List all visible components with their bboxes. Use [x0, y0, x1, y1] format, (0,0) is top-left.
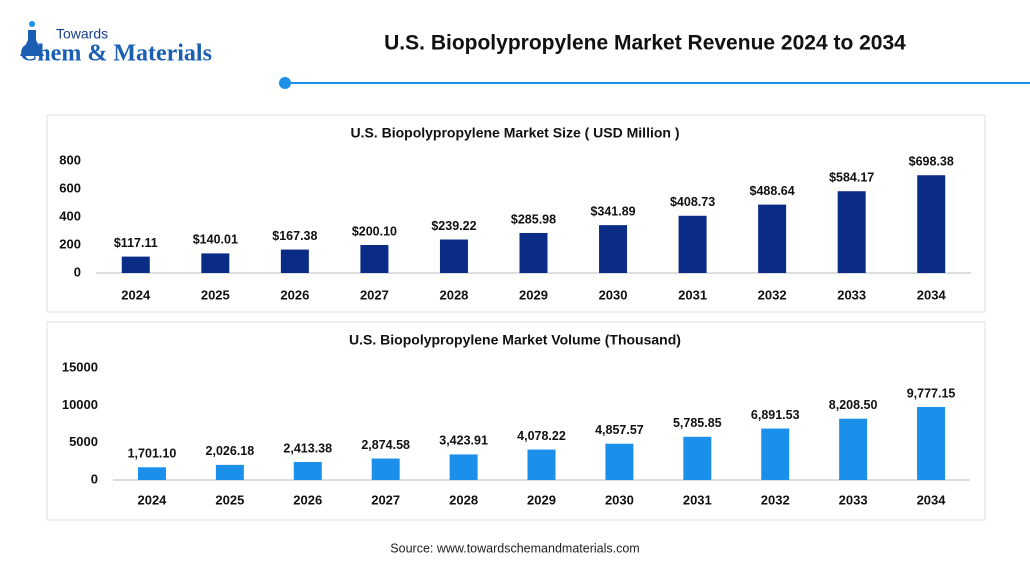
value-label: $698.38: [909, 155, 954, 169]
bar: [280, 249, 309, 273]
bar: [605, 443, 634, 480]
value-label: 4,857.57: [595, 423, 644, 437]
logo-main: Chem & Materials: [20, 41, 212, 67]
bar: [678, 215, 707, 273]
value-label: $488.64: [750, 184, 795, 198]
bar: [837, 191, 866, 273]
y-tick-label: 0: [74, 264, 81, 279]
logo-flask: [20, 30, 44, 56]
value-label: $285.98: [511, 212, 556, 226]
value-label: $140.01: [193, 233, 238, 247]
value-label: 8,208.50: [829, 398, 878, 412]
value-label: $408.73: [670, 195, 715, 209]
value-label: $239.22: [431, 219, 476, 233]
x-tick-label: 2028: [449, 492, 478, 507]
bar: [293, 461, 322, 480]
y-tick-label: 15000: [62, 359, 98, 374]
x-tick-label: 2024: [137, 492, 167, 507]
bar: [449, 454, 478, 480]
header-dot: [279, 77, 291, 89]
x-tick-label: 2032: [761, 492, 790, 507]
x-tick-label: 2033: [839, 492, 868, 507]
y-tick-label: 0: [91, 471, 98, 486]
bar: [439, 239, 468, 273]
y-tick-label: 10000: [62, 397, 98, 412]
x-tick-label: 2030: [605, 492, 634, 507]
y-tick-label: 200: [59, 236, 81, 251]
x-tick-label: 2030: [599, 287, 628, 302]
value-label: $117.11: [114, 236, 158, 250]
y-tick-label: 400: [59, 208, 81, 223]
x-tick-label: 2034: [917, 287, 947, 302]
logo-small: Towards: [56, 26, 108, 42]
chart-title: U.S. Biopolypropylene Market Size ( USD …: [350, 125, 679, 141]
value-label: $167.38: [272, 229, 317, 243]
x-tick-label: 2027: [360, 287, 389, 302]
bar: [519, 232, 548, 273]
bar: [683, 436, 712, 480]
value-label: 5,785.85: [673, 416, 722, 430]
bar: [201, 253, 230, 273]
bar: [137, 467, 166, 480]
value-label: 2,413.38: [283, 441, 332, 455]
x-tick-label: 2024: [121, 287, 151, 302]
y-tick-label: 5000: [69, 434, 98, 449]
x-tick-label: 2027: [371, 492, 400, 507]
bar: [839, 418, 868, 480]
x-tick-label: 2026: [280, 287, 309, 302]
bar: [917, 175, 946, 273]
bar: [917, 406, 946, 480]
bar: [527, 449, 556, 480]
logo: Towards Chem & Materials: [20, 21, 212, 67]
value-label: 2,026.18: [206, 444, 255, 458]
bar: [599, 225, 628, 273]
x-tick-label: 2025: [215, 492, 244, 507]
x-tick-label: 2034: [917, 492, 947, 507]
y-tick-label: 800: [59, 152, 81, 167]
value-label: $341.89: [590, 204, 635, 218]
value-label: $584.17: [829, 171, 874, 185]
x-tick-label: 2032: [758, 287, 787, 302]
x-tick-label: 2031: [678, 287, 707, 302]
value-label: 4,078.22: [517, 429, 566, 443]
x-tick-label: 2026: [293, 492, 322, 507]
bar: [761, 428, 790, 480]
panel: [46, 114, 986, 313]
panel: [46, 321, 986, 521]
x-tick-label: 2029: [527, 492, 556, 507]
logo-dot: [29, 21, 35, 27]
value-label: 2,874.58: [361, 438, 410, 452]
x-tick-label: 2031: [683, 492, 712, 507]
y-tick-label: 600: [59, 180, 81, 195]
value-label: 3,423.91: [439, 434, 488, 448]
bar: [758, 204, 787, 273]
bar: [360, 244, 389, 273]
bar: [121, 256, 150, 273]
value-label: 1,701.10: [128, 447, 177, 461]
x-tick-label: 2029: [519, 287, 548, 302]
value-label: 6,891.53: [751, 408, 800, 422]
value-label: $200.10: [352, 224, 397, 238]
source: Source: www.towardschemandmaterials.com: [390, 541, 639, 555]
x-tick-label: 2028: [439, 287, 468, 302]
x-tick-label: 2025: [201, 287, 230, 302]
value-label: 9,777.15: [907, 386, 956, 400]
page-title: U.S. Biopolypropylene Market Revenue 202…: [384, 32, 906, 55]
x-tick-label: 2033: [837, 287, 866, 302]
bar: [215, 464, 244, 480]
chart-title: U.S. Biopolypropylene Market Volume (Tho…: [349, 332, 681, 348]
bar: [371, 458, 400, 480]
